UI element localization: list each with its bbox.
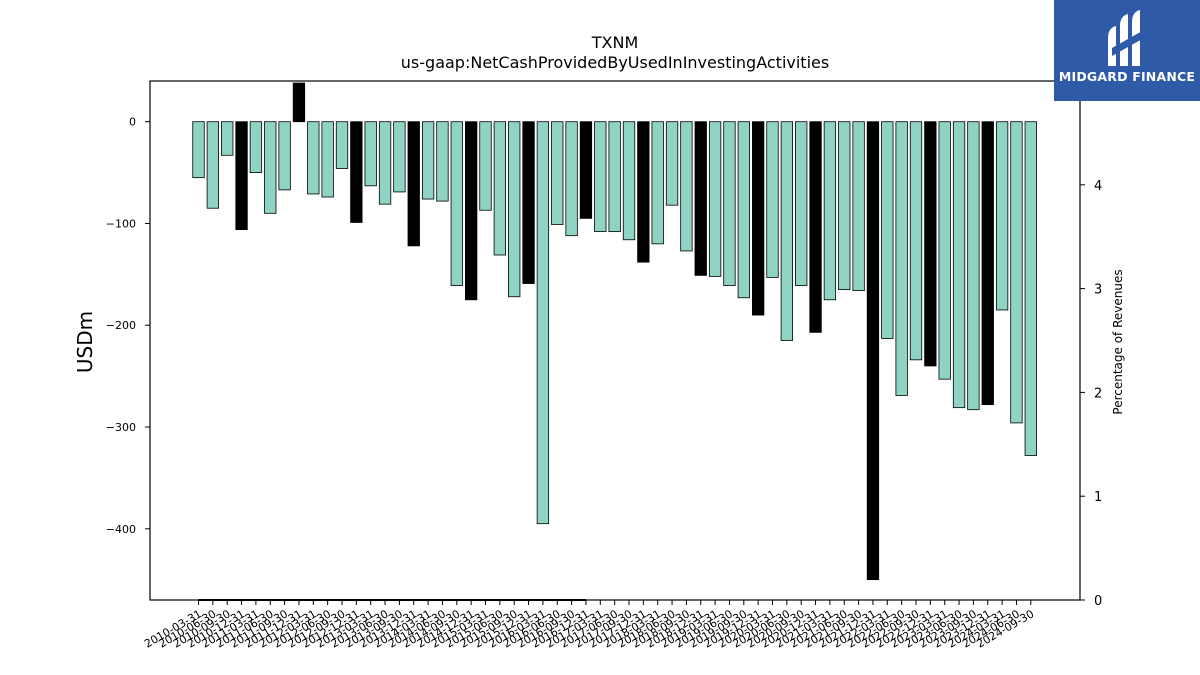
bar [766,121,779,278]
bar [249,121,263,173]
y-tick-label: 0 [129,116,136,129]
y2-tick-label: 2 [1094,386,1102,401]
brand-logo: MIDGARD FINANCE [1054,0,1200,101]
bar [1024,121,1037,456]
bar [838,121,851,291]
bar [737,121,750,299]
brand-name: MIDGARD FINANCE [1058,69,1196,84]
bar [536,121,550,525]
bar [823,121,837,301]
y2-tick-label: 1 [1094,490,1102,505]
bar [680,121,693,252]
bar [206,121,220,209]
bar [493,121,507,256]
bar [421,121,435,200]
bar [221,121,234,156]
bar [264,121,277,214]
bar [909,121,923,361]
bar [752,121,765,316]
y2-axis-label: Percentage of Revenues [1111,269,1125,414]
chart-subtitle: us-gaap:NetCashProvidedByUsedInInvesting… [401,53,829,72]
y-tick-label: −200 [106,319,136,332]
bar [967,121,980,411]
bar [551,121,564,225]
y-tick-label: −300 [106,421,136,434]
bar [292,82,306,123]
chart-title: TXNM [591,33,639,52]
plot-area [192,82,1037,601]
bar [522,121,535,284]
bar [608,121,621,233]
bar [307,121,320,195]
bar [378,121,392,205]
bar [436,121,449,202]
bar [594,121,607,233]
y-tick-label: −100 [106,217,136,230]
bar [723,121,736,286]
y2-tick-label: 4 [1094,179,1102,194]
y-axis-label: USDm [73,311,97,373]
bar [335,121,349,169]
midgard-logo-icon [1108,10,1144,66]
bar [235,121,248,230]
bar [795,121,808,286]
y2-tick-label: 3 [1094,283,1102,298]
bar [565,121,578,237]
bar [708,121,722,277]
bar [866,121,880,581]
bar [651,121,664,245]
bar [364,121,377,187]
bar [479,121,492,211]
bar [321,121,334,198]
y-tick-label: −400 [106,523,136,536]
bar [579,121,593,219]
bar [192,121,205,179]
bar [622,121,636,241]
bar [637,121,650,263]
bar [1010,121,1023,424]
bar [995,121,1009,311]
bar [852,121,865,292]
bar [895,121,908,396]
bar [809,121,822,333]
bar [981,121,994,406]
bar [665,121,679,206]
bar [508,121,521,298]
bar [350,121,363,223]
bar [407,121,420,247]
bar [278,121,291,191]
bar [952,121,966,409]
bar [464,121,478,301]
bar [694,121,707,276]
bar [881,121,894,339]
bar [393,121,406,193]
bar [924,121,937,367]
bar [450,121,463,286]
y2-tick-label: 0 [1094,594,1102,609]
bar [780,121,793,341]
bar [938,121,951,380]
